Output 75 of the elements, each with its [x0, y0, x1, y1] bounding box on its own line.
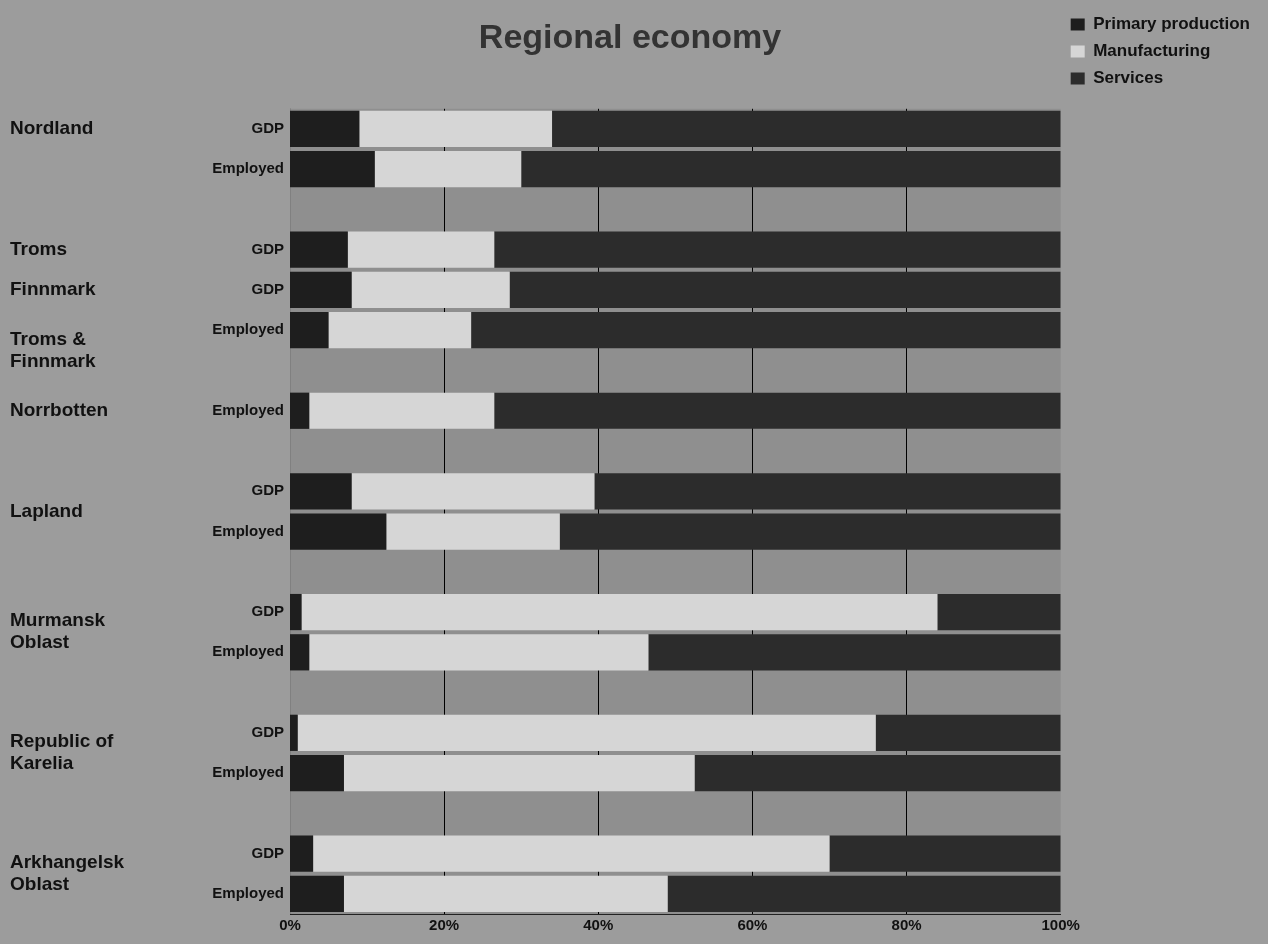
bar: [374, 151, 522, 188]
bar: [297, 714, 876, 751]
bar: [648, 634, 1061, 671]
bar: [290, 875, 344, 912]
bar: [351, 473, 595, 510]
bar: [290, 151, 375, 188]
bar: [290, 392, 310, 429]
bar: [343, 754, 695, 792]
x-tick-label: 40%: [583, 916, 614, 934]
bar: [309, 392, 495, 429]
bar: [301, 593, 938, 631]
y-tick-label: GDP: [251, 602, 284, 620]
bar: [290, 754, 344, 792]
x-tick-label: 100%: [1041, 916, 1080, 934]
y-tick-label: Employed: [212, 763, 284, 781]
bar: [829, 835, 1061, 872]
y-tick-label: Employed: [212, 521, 284, 539]
x-tick-label: 60%: [737, 916, 768, 934]
bar: [290, 634, 310, 671]
text: Lapland: [10, 499, 83, 521]
text: Republic of Karelia: [10, 730, 115, 774]
bar: [313, 835, 830, 872]
y-tick-label: GDP: [251, 843, 284, 861]
bar: [937, 593, 1061, 631]
bar: [494, 231, 1061, 268]
bar: [559, 513, 1061, 550]
y-tick-label: Employed: [212, 400, 284, 418]
bar: [290, 835, 314, 872]
bar: [694, 754, 1061, 792]
bar: [667, 875, 1061, 912]
y-tick-label: Employed: [212, 884, 284, 902]
bar: [552, 110, 1061, 148]
bar: [309, 634, 649, 671]
text: Murmansk Oblast: [10, 609, 106, 653]
y-tick-label: GDP: [251, 119, 284, 137]
x-tick-label: 0%: [279, 916, 301, 934]
legend-label: Services: [1093, 68, 1164, 88]
bar: [290, 312, 329, 349]
bar: [290, 473, 352, 510]
y-tick-label: GDP: [251, 239, 284, 257]
bar: [386, 513, 560, 550]
text: Finnmark: [10, 278, 96, 300]
bar: [290, 110, 360, 148]
bar: [290, 714, 298, 751]
y-tick-label: Employed: [212, 159, 284, 177]
text: Nordland: [10, 117, 94, 139]
text: Troms & Finnmark: [10, 327, 96, 371]
bar: [351, 271, 510, 309]
chart-title: Regional economy: [478, 16, 782, 55]
bar: [471, 312, 1061, 349]
text: Troms: [10, 237, 68, 259]
bar: [328, 312, 472, 349]
bar: [509, 271, 1061, 309]
bar: [494, 392, 1061, 429]
bar: [359, 110, 553, 148]
bar: [347, 231, 495, 268]
bar: [594, 473, 1061, 510]
text: Norrbotten: [10, 398, 109, 420]
bar: [875, 714, 1061, 751]
bar: [521, 151, 1061, 188]
bar: [290, 271, 352, 309]
y-tick-label: Employed: [212, 320, 284, 338]
x-tick-label: 80%: [891, 916, 922, 934]
legend-label: Manufacturing: [1093, 41, 1211, 61]
y-tick-label: GDP: [251, 280, 284, 298]
bar: [290, 231, 348, 268]
text: Arkhangelsk Oblast: [10, 850, 125, 894]
bar: [290, 593, 302, 631]
bar: [290, 513, 387, 550]
y-tick-label: Employed: [212, 642, 284, 660]
legend-label: Primary production: [1093, 14, 1251, 34]
y-tick-label: GDP: [251, 481, 284, 499]
x-tick-label: 20%: [429, 916, 460, 934]
bar: [343, 875, 668, 912]
y-tick-label: GDP: [251, 722, 284, 740]
